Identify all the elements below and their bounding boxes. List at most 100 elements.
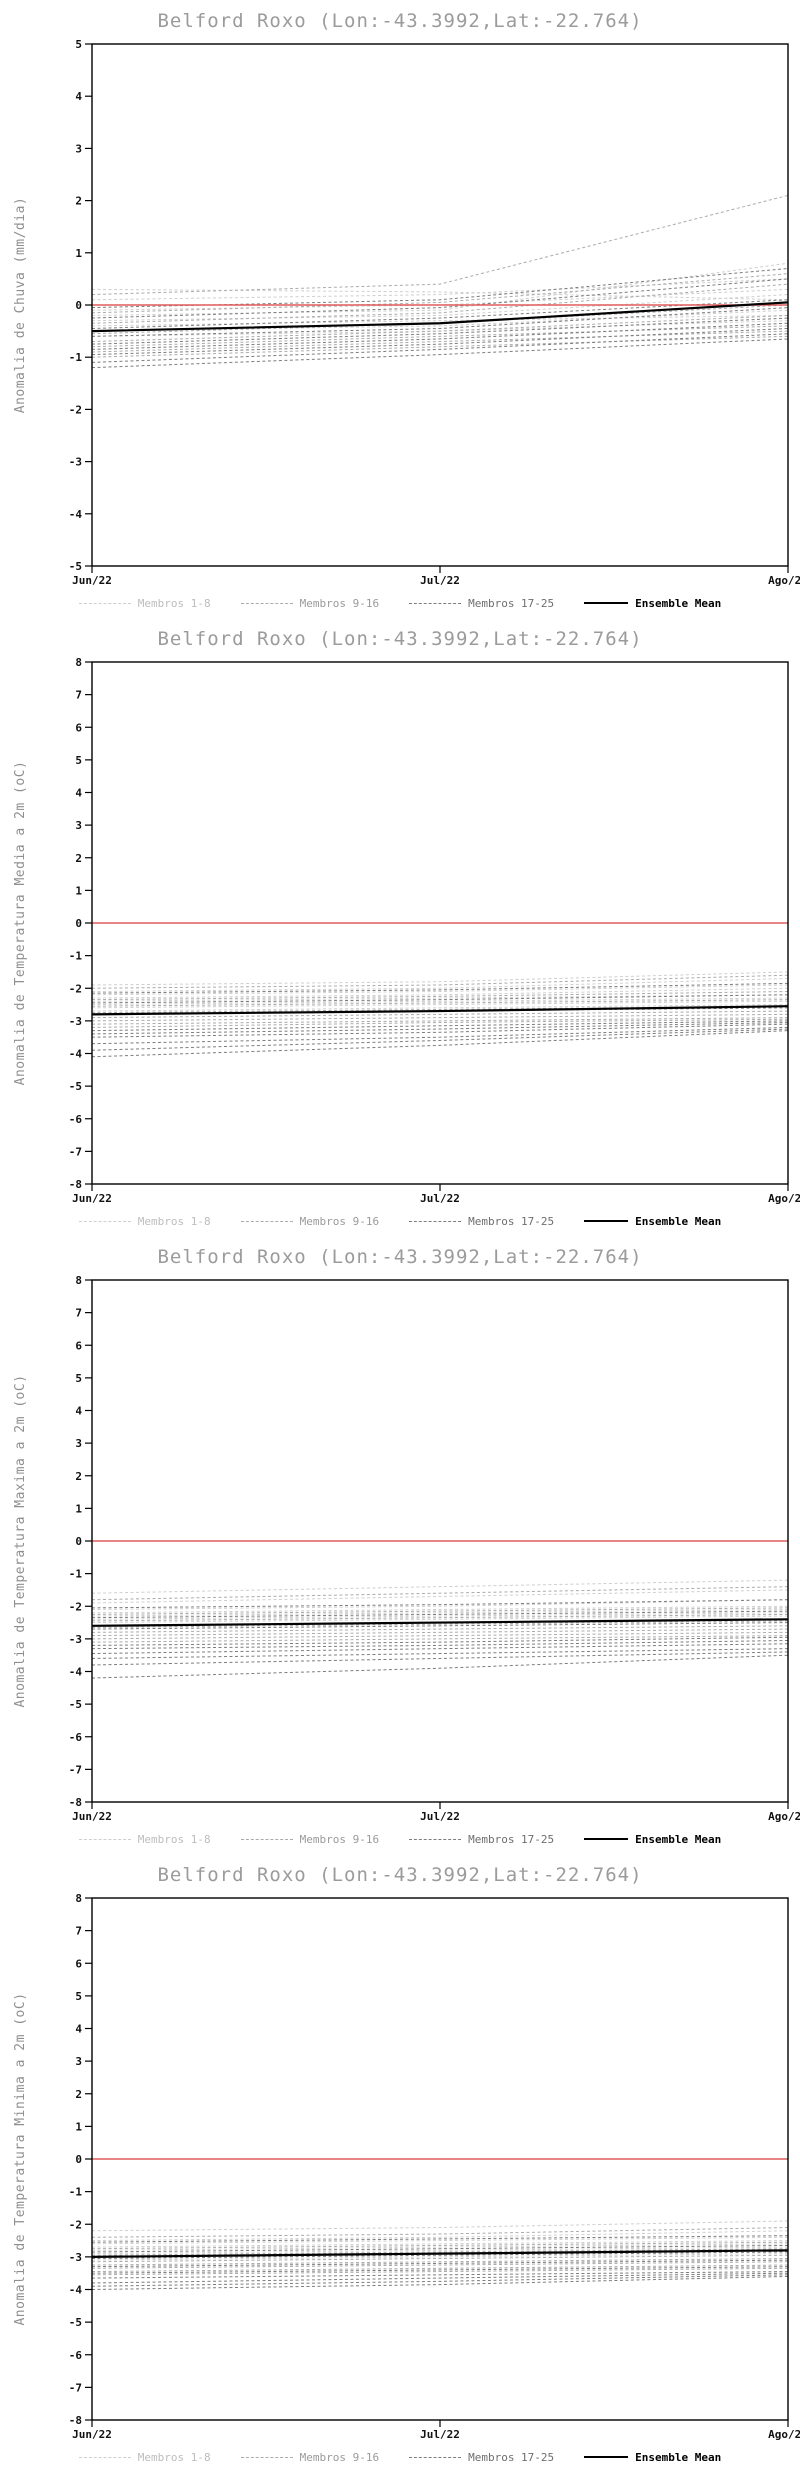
svg-text:1: 1 [75, 1502, 82, 1515]
svg-text:3: 3 [75, 1437, 82, 1450]
svg-text:-3: -3 [69, 1633, 82, 1646]
svg-text:-1: -1 [69, 1568, 83, 1581]
svg-text:Jun/22: Jun/22 [72, 1192, 112, 1205]
dashed-line-sample-icon [409, 2456, 462, 2458]
svg-text:6: 6 [75, 721, 82, 734]
svg-text:-1: -1 [69, 351, 83, 364]
svg-text:-7: -7 [69, 1145, 82, 1158]
svg-text:6: 6 [75, 1339, 82, 1352]
legend-label: Membros 9-16 [299, 1832, 380, 1846]
chart-legend: Membros 1-8 Membros 9-16 Membros 17-25 E… [0, 2444, 800, 2470]
svg-text:4: 4 [75, 1405, 82, 1418]
dashed-line-sample-icon [409, 602, 462, 604]
solid-line-sample-icon [584, 1838, 629, 1840]
dashed-line-sample-icon [409, 1220, 462, 1222]
svg-text:4: 4 [75, 90, 82, 103]
svg-text:8: 8 [75, 656, 82, 669]
svg-text:-5: -5 [69, 1080, 82, 1093]
dashed-line-sample-icon [240, 1838, 293, 1840]
legend-label: Membros 9-16 [299, 1214, 380, 1228]
svg-text:-8: -8 [69, 1796, 82, 1809]
svg-text:-8: -8 [69, 1178, 82, 1191]
chart-panel-temp-media: Belford Roxo (Lon:-43.3992,Lat:-22.764) … [0, 618, 800, 1236]
legend-item: Membros 9-16 [240, 1832, 380, 1846]
chart-title: Belford Roxo (Lon:-43.3992,Lat:-22.764) [157, 1246, 643, 1268]
svg-text:-2: -2 [69, 1600, 82, 1613]
legend-label: Membros 17-25 [468, 1214, 555, 1228]
dashed-line-sample-icon [240, 2456, 293, 2458]
legend-item: Membros 1-8 [78, 597, 211, 610]
legend-item: Membros 9-16 [240, 596, 380, 610]
svg-text:4: 4 [75, 787, 82, 800]
legend-label: Membros 9-16 [299, 596, 380, 610]
svg-text:3: 3 [75, 2055, 82, 2068]
svg-text:Ago/22: Ago/22 [768, 1192, 800, 1205]
svg-text:-5: -5 [69, 560, 82, 573]
dashed-line-sample-icon [78, 1220, 131, 1222]
legend-label: Membros 1-8 [137, 1214, 211, 1228]
svg-text:8: 8 [75, 1892, 82, 1905]
svg-text:3: 3 [75, 819, 82, 832]
svg-text:Ago/22: Ago/22 [768, 2428, 800, 2441]
svg-text:-1: -1 [69, 950, 83, 963]
chart-title: Belford Roxo (Lon:-43.3992,Lat:-22.764) [157, 1864, 643, 1886]
svg-text:0: 0 [75, 1535, 82, 1548]
legend-label: Membros 17-25 [468, 596, 555, 610]
chart-canvas: -8 -7 -6 -5 -4 -3 -2 -1 0 1 2 3 4 5 6 7 8 Jun/22 Jul/22 Ago… [13, 1274, 800, 1823]
svg-text:Ago/22: Ago/22 [768, 574, 800, 587]
legend-label: Membros 17-25 [468, 1832, 555, 1846]
legend-label: Ensemble Mean [635, 596, 722, 610]
svg-text:2: 2 [75, 2088, 82, 2101]
svg-text:-7: -7 [69, 2381, 82, 2394]
chart-legend: Membros 1-8 Membros 9-16 Membros 17-25 E… [0, 1208, 800, 1234]
legend-item: Membros 1-8 [78, 1214, 211, 1228]
svg-text:0: 0 [75, 299, 82, 312]
svg-text:-3: -3 [69, 456, 82, 469]
svg-text:Jun/22: Jun/22 [72, 2428, 112, 2441]
svg-text:-7: -7 [69, 1763, 82, 1776]
svg-text:-4: -4 [69, 508, 83, 521]
svg-text:1: 1 [75, 2120, 82, 2133]
svg-text:Jun/22: Jun/22 [72, 1810, 112, 1823]
svg-text:Anomalia de Temperatura Media: Anomalia de Temperatura Media a 2m (oC) [13, 761, 28, 1086]
legend-item: Ensemble Mean [584, 1215, 721, 1228]
chart-title: Belford Roxo (Lon:-43.3992,Lat:-22.764) [157, 10, 643, 32]
svg-text:2: 2 [75, 852, 82, 865]
chart-canvas: -8 -7 -6 -5 -4 -3 -2 -1 0 1 2 3 4 5 6 7 8 Jun/22 Jul/22 Ago… [13, 1892, 800, 2441]
legend-label: Ensemble Mean [635, 1832, 722, 1846]
dashed-line-sample-icon [240, 602, 293, 604]
dashed-line-sample-icon [409, 1838, 462, 1840]
dashed-line-sample-icon [78, 2456, 131, 2458]
svg-text:Ago/22: Ago/22 [768, 1810, 800, 1823]
svg-text:Jul/22: Jul/22 [420, 1192, 460, 1205]
legend-item: Membros 17-25 [409, 2451, 554, 2464]
svg-text:Anomalia de Temperatura Maxima: Anomalia de Temperatura Maxima a 2m (oC) [13, 1374, 28, 1707]
solid-line-sample-icon [584, 602, 629, 604]
legend-label: Ensemble Mean [635, 1214, 722, 1228]
svg-text:-2: -2 [69, 2218, 82, 2231]
svg-text:0: 0 [75, 917, 82, 930]
svg-text:-5: -5 [69, 1698, 82, 1711]
svg-text:7: 7 [75, 1925, 82, 1938]
chart-canvas: -8 -7 -6 -5 -4 -3 -2 -1 0 1 2 3 4 5 6 7 8 Jun/22 Jul/22 Ago… [13, 656, 800, 1205]
legend-item: Ensemble Mean [584, 2451, 721, 2464]
legend-label: Membros 1-8 [137, 1832, 211, 1846]
legend-item: Ensemble Mean [584, 1833, 721, 1846]
svg-text:-8: -8 [69, 2414, 82, 2427]
legend-item: Membros 17-25 [409, 597, 554, 610]
chart-canvas: -5 -4 -3 -2 -1 0 1 2 3 4 5 Jun/22 Jul/22 Ago/22 Anomal… [13, 38, 800, 587]
svg-text:Anomalia de Chuva (mm/dia): Anomalia de Chuva (mm/dia) [13, 197, 28, 414]
solid-line-sample-icon [584, 1220, 629, 1222]
chart-legend: Membros 1-8 Membros 9-16 Membros 17-25 E… [0, 1826, 800, 1852]
svg-text:5: 5 [75, 1990, 82, 2003]
legend-item: Membros 17-25 [409, 1833, 554, 1846]
chart-panel-temp-maxima: Belford Roxo (Lon:-43.3992,Lat:-22.764) … [0, 1236, 800, 1854]
svg-text:-6: -6 [69, 2349, 83, 2362]
svg-text:7: 7 [75, 689, 82, 702]
svg-text:-4: -4 [69, 1048, 83, 1061]
svg-text:5: 5 [75, 754, 82, 767]
svg-text:-6: -6 [69, 1731, 83, 1744]
svg-text:3: 3 [75, 142, 82, 155]
svg-text:-4: -4 [69, 1666, 83, 1679]
svg-text:-5: -5 [69, 2316, 82, 2329]
